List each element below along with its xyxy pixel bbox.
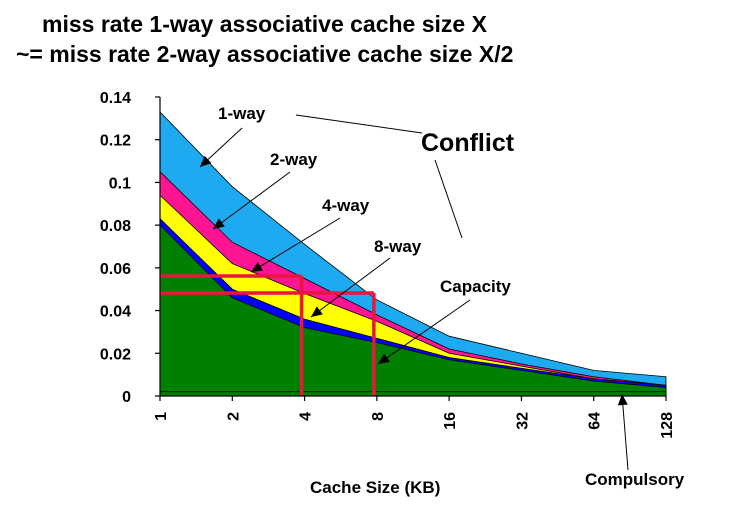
pointer-1-way-arrowhead [200, 155, 212, 167]
x-tick-label: 1 [153, 412, 170, 421]
x-tick-label: 4 [298, 412, 315, 421]
pointer-4-way-arrowhead [251, 262, 263, 272]
annotation-2-way: 2-way [270, 150, 318, 169]
y-tick-label: 0.1 [109, 175, 131, 192]
y-tick-label: 0.02 [100, 346, 131, 363]
pointer-2-way-line [212, 171, 291, 230]
pointer-2-way-arrowhead [213, 218, 225, 229]
area-capacity [159, 224, 667, 397]
pointer-compulsory-arrowhead [617, 394, 628, 406]
y-tick-label: 0.08 [100, 218, 131, 235]
area-compulsory [159, 391, 667, 397]
y-tick-label: 0.04 [100, 304, 131, 321]
x-tick-label: 2 [225, 412, 242, 421]
pointer-capacity-line [377, 299, 471, 365]
annotation-8-way: 8-way [374, 237, 422, 256]
chart-title-line-1: miss rate 1-way associative cache size X [42, 11, 488, 37]
annotation-pointers [199, 114, 629, 471]
pointer-capacity-arrowhead [378, 353, 390, 364]
y-axis-ticks: 0.14 0.12 0.1 0.08 0.06 0.04 0.02 0 [100, 90, 160, 406]
annotation-1-way: 1-way [218, 104, 266, 123]
pointer-8-way-line [310, 257, 391, 318]
reference-lines [160, 274, 376, 396]
y-tick-label: 0.12 [100, 133, 131, 150]
pointer-8-way-arrowhead [311, 306, 323, 317]
x-tick-label: 32 [514, 412, 531, 430]
x-tick-label: 128 [659, 412, 676, 439]
area-layers [159, 110, 667, 397]
y-tick-label: 0.06 [100, 261, 131, 278]
y-tick-label: 0 [122, 389, 131, 406]
x-axis-label: Cache Size (KB) [310, 478, 440, 497]
annotation-conflict: Conflict [421, 129, 515, 157]
x-axis-ticks: 1 2 4 8 16 32 64 128 [153, 396, 676, 439]
conflict-leader-down [434, 159, 463, 239]
annotation-capacity: Capacity [440, 277, 511, 296]
pointer-compulsory-line [621, 393, 629, 471]
chart-title-line-2: ~= miss rate 2-way associative cache siz… [16, 41, 513, 67]
annotation-4-way: 4-way [322, 196, 370, 215]
annotation-compulsory: Compulsory [585, 470, 685, 489]
x-tick-label: 16 [442, 412, 459, 430]
conflict-leader-left [295, 114, 423, 134]
y-tick-label: 0.14 [100, 90, 131, 107]
x-tick-label: 8 [370, 412, 387, 421]
pointer-4-way-line [250, 217, 341, 273]
x-tick-label: 64 [587, 412, 604, 430]
